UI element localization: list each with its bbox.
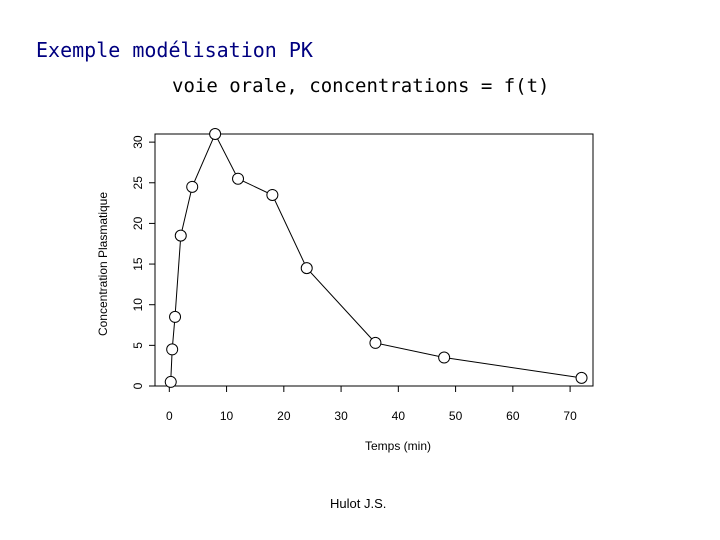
data-point — [186, 180, 199, 193]
data-point — [164, 375, 177, 388]
y-tick-label: 25 — [131, 176, 145, 190]
chart-subtitle: voie orale, concentrations = f(t) — [172, 75, 550, 97]
y-tick-label: 0 — [131, 382, 145, 389]
x-tick-label: 30 — [334, 409, 348, 423]
data-point — [369, 336, 382, 349]
x-tick-label: 50 — [449, 409, 463, 423]
y-tick-label: 5 — [131, 342, 145, 349]
y-tick-label: 15 — [131, 257, 145, 271]
data-point — [232, 172, 245, 185]
data-point — [438, 351, 451, 364]
data-point — [575, 371, 588, 384]
y-tick-label: 10 — [131, 298, 145, 312]
plot-box — [154, 133, 594, 387]
data-point — [209, 128, 222, 140]
x-axis-label: Temps (min) — [365, 439, 431, 453]
x-tick-label: 0 — [166, 409, 173, 423]
data-point — [169, 310, 182, 323]
y-tick-label: 30 — [131, 135, 145, 149]
slide-title: Exemple modélisation PK — [36, 38, 313, 62]
author-credit: Hulot J.S. — [330, 496, 387, 511]
y-tick-label: 20 — [131, 216, 145, 230]
data-point — [300, 262, 313, 275]
x-tick-label: 40 — [392, 409, 406, 423]
data-point — [166, 343, 179, 356]
data-point — [266, 188, 279, 201]
x-tick-label: 70 — [563, 409, 577, 423]
x-tick-label: 10 — [220, 409, 234, 423]
data-point — [174, 229, 187, 242]
y-axis-label: Concentration Plasmatique — [96, 192, 110, 336]
x-tick-label: 60 — [506, 409, 520, 423]
x-tick-label: 20 — [277, 409, 291, 423]
